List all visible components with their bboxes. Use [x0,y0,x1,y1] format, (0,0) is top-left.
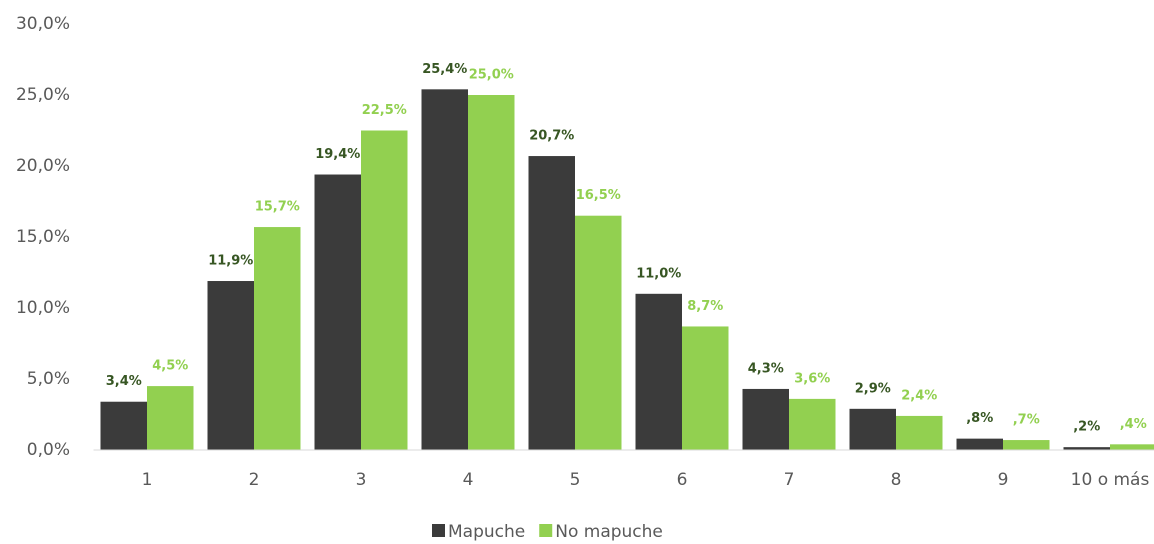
x-tick-label: 10 o más [1071,470,1150,490]
value-label: 19,4% [315,147,360,162]
bar [528,156,575,450]
bar [575,215,622,450]
value-label: 4,3% [748,361,784,376]
value-label: 2,9% [855,381,891,396]
y-tick-label: 20,0% [16,156,70,176]
legend-label: No mapuche [555,522,663,542]
value-label: 11,9% [208,254,253,269]
bar [254,227,301,450]
value-label: 4,5% [152,359,188,374]
value-label: ,8% [966,411,993,426]
y-tick-label: 5,0% [27,369,70,389]
bar [742,388,789,450]
value-label: ,4% [1120,417,1147,432]
legend-swatch [539,524,553,537]
value-label: 15,7% [255,200,300,215]
y-tick-label: 30,0% [16,14,70,34]
x-tick-label: 1 [142,470,153,490]
value-label: ,2% [1073,420,1100,435]
value-label: 8,7% [687,299,723,314]
x-tick-label: 4 [463,470,474,490]
bar [468,95,515,450]
value-label: 3,4% [106,374,142,389]
bar [849,408,896,450]
value-label: 22,5% [362,103,407,118]
y-tick-label: 15,0% [16,227,70,247]
value-label: 20,7% [529,129,574,144]
value-label: 3,6% [794,371,830,386]
x-tick-label: 6 [677,470,688,490]
y-tick-label: 25,0% [16,85,70,105]
bar [896,415,943,450]
bar [1003,440,1050,450]
x-tick-label: 9 [998,470,1009,490]
bar [100,401,147,450]
value-label: 25,4% [422,62,467,77]
x-tick-label: 2 [249,470,260,490]
legend-label: Mapuche [448,522,525,542]
bar [789,398,836,450]
bar [361,130,408,450]
x-tick-label: 7 [784,470,795,490]
bar [1110,444,1154,450]
bar [635,293,682,450]
bar [207,281,254,450]
legend-swatch [432,524,445,537]
bar [421,89,468,450]
x-tick-label: 8 [891,470,902,490]
bar [1063,447,1110,450]
bar [956,438,1003,450]
value-label: 16,5% [576,188,621,203]
x-tick-label: 5 [570,470,581,490]
x-tick-label: 3 [356,470,367,490]
bar [314,174,361,450]
value-label: ,7% [1013,413,1040,428]
bar [682,326,729,450]
y-tick-label: 0,0% [27,440,70,460]
value-label: 11,0% [636,266,681,281]
y-tick-label: 10,0% [16,298,70,318]
bar [147,386,194,450]
value-label: 2,4% [901,388,937,403]
value-label: 25,0% [469,68,514,83]
